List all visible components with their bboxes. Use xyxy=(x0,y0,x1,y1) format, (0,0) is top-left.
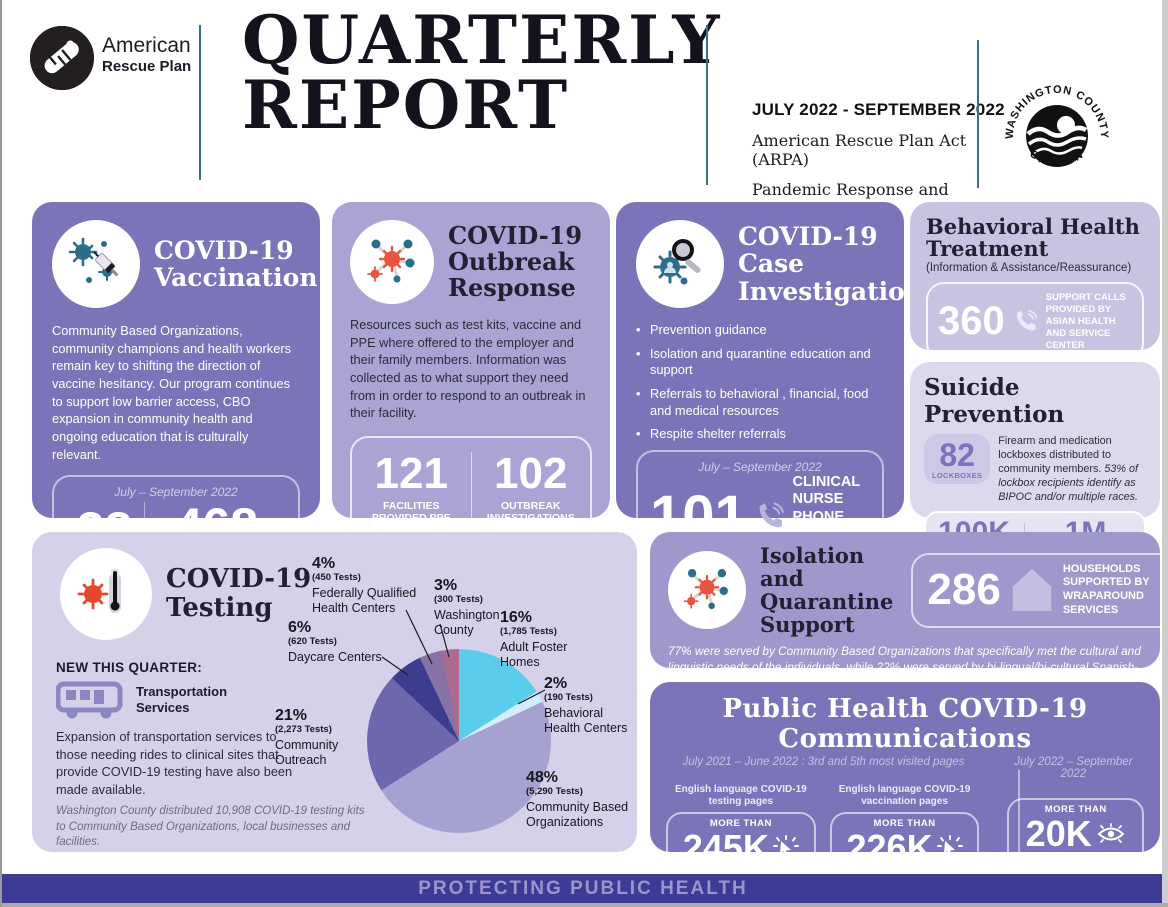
page-views-box: MORE THAN 20K PAGE xyxy=(1007,798,1144,871)
card-title: COVID-19 Testing xyxy=(166,564,312,623)
suicide-prevention-body: Firearm and medication lockboxes distrib… xyxy=(998,435,1139,504)
card-covid19-vaccination: COVID-19 Vaccination Community Based Org… xyxy=(32,202,320,586)
washington-county-seal: WASHINGTON COUNTY OREGON xyxy=(1002,84,1112,189)
outbreak-icon-circle xyxy=(350,220,434,304)
report-period: JULY 2022 - SEPTEMBER 2022 xyxy=(752,100,1005,119)
house-icon xyxy=(1012,569,1052,612)
card-public-health-communications: Public Health COVID-19 Communications Ju… xyxy=(650,682,1160,907)
card-covid19-testing: COVID-19 Testing NEW THIS QUARTER: Trans… xyxy=(32,532,637,852)
card-title: Public Health COVID-19 Communications xyxy=(722,694,1088,754)
page-visits-box: MORE THAN 245K PAGE VISITS xyxy=(666,812,816,885)
brand-line2: Rescue Plan xyxy=(102,58,192,75)
stat-investigations: 102 OUTBREAK INVESTIGATIONS xyxy=(486,448,575,524)
vaccination-icon-circle xyxy=(52,220,140,308)
comms-period-left: July 2021 – June 2022 : 3rd and 5th most… xyxy=(682,756,965,768)
case-investigation-icon-circle xyxy=(636,220,724,308)
card-isolation-quarantine-support: Isolation and Quarantine Support 286 HOU… xyxy=(650,532,1168,690)
card-title: COVID-19 Case Investigation xyxy=(738,221,923,306)
isolation-network-icon xyxy=(683,569,728,610)
card-suicide-prevention: Suicide Prevention 82 LOCKBOXES Firearm … xyxy=(910,362,1160,576)
virus-magnifier-icon xyxy=(653,239,701,285)
bullet-item: Respite shelter referrals xyxy=(636,426,884,443)
comms-period-right: July 2022 – September 2022 xyxy=(1014,756,1133,780)
new-this-quarter-label: NEW THIS QUARTER: xyxy=(56,660,203,675)
footer-banner-text: PROTECTING PUBLIC HEALTH xyxy=(418,877,748,899)
american-rescue-plan-logo xyxy=(30,26,94,90)
pie-label-washington-county: 3% (300 Tests) Washington County xyxy=(434,577,500,637)
outbreak-stats: 121 FACILITIES PROVIDED PPE 102 OUTBREAK… xyxy=(350,435,592,540)
outbreak-network-icon xyxy=(367,239,415,283)
card-covid19-case-investigation: COVID-19 Case Investigation Prevention g… xyxy=(616,202,923,573)
comms-divider xyxy=(1018,770,1020,904)
card-title: Behavioral Health Treatment xyxy=(926,214,1140,262)
stat-households: 286 xyxy=(927,565,1001,615)
eye-icon xyxy=(1097,822,1125,843)
card-title: COVID-19 Outbreak Response xyxy=(448,221,583,302)
pie-label-behavioral-health-centers: 2% (190 Tests) Behavioral Health Centers xyxy=(544,675,628,735)
testing-pie-chart xyxy=(367,649,551,833)
report-subtitle-1: American Rescue Plan Act (ARPA) xyxy=(752,131,967,169)
pie-label-fqhc: 4% (450 Tests) Federally Qualified Healt… xyxy=(312,555,417,615)
pie-label-adult-foster-homes: 16% (1,785 Tests) Adult Foster Homes xyxy=(500,609,568,669)
brand-text: American Rescue Plan xyxy=(102,34,191,75)
isolation-stats: 286 HOUSEHOLDS SUPPORTED BY WRAPAROUND S… xyxy=(911,552,1168,628)
header-divider-3 xyxy=(977,40,979,188)
click-cursor-icon xyxy=(936,834,963,857)
card-covid19-outbreak-response: COVID-19 Outbreak Response Resources suc… xyxy=(332,202,610,540)
pie-label-daycare-centers: 6% (620 Tests) Daycare Centers xyxy=(288,619,382,665)
report-period-block: JULY 2022 - SEPTEMBER 2022 American Resc… xyxy=(752,100,1012,218)
behavioral-stats: 360 SUPPORT CALLS PROVIDED BY ASIAN HEAL… xyxy=(926,282,1144,362)
card-title: COVID-19 Vaccination xyxy=(154,235,318,292)
thermometer-virus-icon xyxy=(77,569,121,613)
stat-households-label: HOUSEHOLDS SUPPORTED BY WRAPAROUND SERVI… xyxy=(1062,562,1150,616)
lockboxes-badge: 82 LOCKBOXES xyxy=(924,434,991,484)
brand-line1: American xyxy=(102,34,191,57)
bus-icon xyxy=(55,680,124,725)
transportation-services-label: Transportation Services xyxy=(136,684,228,716)
case-investigation-bullets: Prevention guidance Isolation and quaran… xyxy=(636,322,884,443)
testing-icon-circle xyxy=(60,548,152,640)
footer-banner: PROTECTING PUBLIC HEALTH xyxy=(2,874,1164,903)
behavioral-subtitle: (Information & Assistance/Reassurance) xyxy=(926,262,1132,275)
bullet-item: Isolation and quarantine education and s… xyxy=(636,346,884,379)
pie-label-community-based-organizations: 48% (5,290 Tests) Community Based Organi… xyxy=(526,769,629,829)
page-edge-bottom xyxy=(2,903,1168,907)
phone-icon xyxy=(1016,309,1037,331)
bullet-item: Prevention guidance xyxy=(636,322,884,339)
suicide-prevention-body-italic: 53% of lockbox recipients identify as BI… xyxy=(998,463,1139,504)
outbreak-body: Resources such as test kits, vaccine and… xyxy=(350,317,586,421)
handshake-icon xyxy=(30,26,94,90)
vaccination-body: Community Based Organizations, community… xyxy=(52,323,291,462)
stat-support-calls-label: SUPPORT CALLS PROVIDED BY ASIAN HEALTH A… xyxy=(1045,292,1126,351)
pie-label-community-outreach: 21% (2,273 Tests) Community Outreach xyxy=(275,707,339,767)
phone-icon xyxy=(759,502,784,528)
county-seal-icon: WASHINGTON COUNTY OREGON xyxy=(1004,84,1109,169)
card-title: Suicide Prevention xyxy=(924,374,1065,428)
stat-support-calls: 360 xyxy=(938,299,1005,344)
card-behavioral-health-treatment: Behavioral Health Treatment (Information… xyxy=(910,202,1160,362)
page-edge-right xyxy=(1162,0,1168,907)
isolation-icon-circle xyxy=(668,551,746,630)
page-title: QUARTERLY REPORT xyxy=(242,1,722,144)
stat-period: July – September 2022 xyxy=(698,459,822,474)
syringe-virus-icon xyxy=(68,237,119,283)
header-divider-2 xyxy=(706,25,708,185)
header-divider-1 xyxy=(199,25,201,180)
transportation-body: Expansion of transportation services to … xyxy=(56,729,293,797)
stat-divider xyxy=(470,451,472,524)
stat-facilities: 121 FACILITIES PROVIDED PPE xyxy=(371,448,451,524)
testing-footnote: Washington County distributed 10,908 COV… xyxy=(56,805,365,849)
click-cursor-icon xyxy=(772,834,799,857)
card-title: Isolation and Quarantine Support xyxy=(760,543,894,638)
stat-period: July – September 2022 xyxy=(114,485,238,500)
bullet-item: Referrals to behavioral , financial, foo… xyxy=(636,386,884,419)
